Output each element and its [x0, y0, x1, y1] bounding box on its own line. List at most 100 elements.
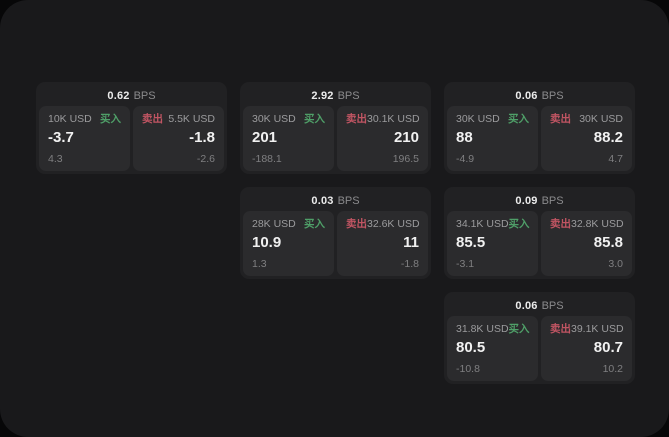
sell-sub-value: -2.6	[196, 153, 215, 165]
sell-tile[interactable]: 卖出 30.1K USD 210 196.5	[337, 106, 428, 171]
buy-sub-value: 4.3	[48, 153, 63, 165]
bps-unit: BPS	[337, 194, 360, 207]
sell-price: 85.8	[593, 234, 623, 251]
buy-tile[interactable]: 30K USD 买入 88 -4.9	[447, 106, 538, 171]
bps-value: 0.06	[515, 89, 538, 102]
bps-value: 0.09	[515, 194, 538, 207]
sell-sub-value: -1.8	[400, 258, 419, 270]
quote-card-grid: 0.62 BPS 10K USD 买入 -3.7 4.3 卖出 5.5K USD	[36, 82, 635, 384]
bps-value: 0.06	[515, 299, 538, 312]
quote-card: 0.03 BPS 28K USD 买入 10.9 1.3 卖出 32.6K US…	[240, 187, 431, 279]
sell-label: 卖出	[142, 113, 163, 125]
buy-tile[interactable]: 34.1K USD 买入 85.5 -3.1	[447, 211, 538, 276]
sell-label: 卖出	[550, 113, 571, 125]
bps-header: 0.06 BPS	[447, 295, 632, 316]
buy-amount: 28K USD	[252, 218, 296, 230]
sell-price: 210	[393, 129, 419, 146]
buy-amount: 30K USD	[456, 113, 500, 125]
buy-sub-value: -10.8	[456, 363, 480, 375]
buy-sub-value: 1.3	[252, 258, 267, 270]
sell-tile-header: 卖出 30K USD	[550, 113, 623, 125]
buy-tile-header: 34.1K USD 买入	[456, 218, 530, 230]
buy-sub-value: -4.9	[456, 153, 475, 165]
bps-header: 0.06 BPS	[447, 85, 632, 106]
buy-sub-value: -188.1	[252, 153, 282, 165]
sell-tile-header: 卖出 32.8K USD	[550, 218, 624, 230]
sell-tile[interactable]: 卖出 32.6K USD 11 -1.8	[337, 211, 428, 276]
sell-tile[interactable]: 卖出 32.8K USD 85.8 3.0	[541, 211, 632, 276]
quote-card-body: 28K USD 买入 10.9 1.3 卖出 32.6K USD 11 -1.8	[243, 211, 428, 276]
sell-tile[interactable]: 卖出 30K USD 88.2 4.7	[541, 106, 632, 171]
buy-tile-header: 31.8K USD 买入	[456, 323, 530, 335]
bps-header: 2.92 BPS	[243, 85, 428, 106]
buy-tile[interactable]: 31.8K USD 买入 80.5 -10.8	[447, 316, 538, 381]
buy-label: 买入	[304, 218, 325, 230]
sell-tile-header: 卖出 30.1K USD	[346, 113, 420, 125]
quote-card-body: 34.1K USD 买入 85.5 -3.1 卖出 32.8K USD 85.8…	[447, 211, 632, 276]
quote-card: 0.09 BPS 34.1K USD 买入 85.5 -3.1 卖出 32.8K…	[444, 187, 635, 279]
bps-value: 2.92	[311, 89, 334, 102]
quote-card: 0.06 BPS 30K USD 买入 88 -4.9 卖出 30K USD	[444, 82, 635, 174]
buy-amount: 10K USD	[48, 113, 92, 125]
buy-tile-header: 30K USD 买入	[456, 113, 529, 125]
sell-price: 88.2	[593, 129, 623, 146]
bps-unit: BPS	[541, 89, 564, 102]
sell-price: 11	[403, 234, 419, 251]
bps-header: 0.62 BPS	[39, 85, 224, 106]
bps-unit: BPS	[133, 89, 156, 102]
bps-unit: BPS	[541, 194, 564, 207]
quote-card: 0.06 BPS 31.8K USD 买入 80.5 -10.8 卖出 39.1…	[444, 292, 635, 384]
buy-price: 201	[252, 129, 278, 146]
buy-sub-value: -3.1	[456, 258, 475, 270]
sell-amount: 30.1K USD	[367, 113, 420, 125]
sell-label: 卖出	[346, 113, 367, 125]
buy-tile-header: 10K USD 买入	[48, 113, 121, 125]
quote-card: 2.92 BPS 30K USD 买入 201 -188.1 卖出 30.1K …	[240, 82, 431, 174]
sell-tile-header: 卖出 39.1K USD	[550, 323, 624, 335]
sell-sub-value: 4.7	[608, 153, 623, 165]
bps-value: 0.62	[107, 89, 130, 102]
buy-price: 80.5	[456, 339, 486, 356]
buy-label: 买入	[508, 218, 530, 230]
bps-unit: BPS	[337, 89, 360, 102]
buy-label: 买入	[508, 323, 530, 335]
sell-amount: 32.8K USD	[571, 218, 624, 230]
bps-unit: BPS	[541, 299, 564, 312]
buy-tile-header: 28K USD 买入	[252, 218, 325, 230]
buy-price: -3.7	[48, 129, 74, 146]
sell-sub-value: 3.0	[608, 258, 623, 270]
sell-tile-header: 卖出 32.6K USD	[346, 218, 420, 230]
sell-amount: 30K USD	[579, 113, 623, 125]
buy-label: 买入	[100, 113, 121, 125]
buy-tile[interactable]: 10K USD 买入 -3.7 4.3	[39, 106, 130, 171]
buy-price: 85.5	[456, 234, 486, 251]
sell-tile[interactable]: 卖出 39.1K USD 80.7 10.2	[541, 316, 632, 381]
sell-sub-value: 196.5	[392, 153, 419, 165]
bps-header: 0.03 BPS	[243, 190, 428, 211]
sell-label: 卖出	[346, 218, 367, 230]
sell-amount: 39.1K USD	[571, 323, 624, 335]
sell-label: 卖出	[550, 218, 571, 230]
sell-amount: 5.5K USD	[168, 113, 215, 125]
sell-amount: 32.6K USD	[367, 218, 420, 230]
bps-value: 0.03	[311, 194, 334, 207]
quote-card: 0.62 BPS 10K USD 买入 -3.7 4.3 卖出 5.5K USD	[36, 82, 227, 174]
sell-tile-header: 卖出 5.5K USD	[142, 113, 215, 125]
buy-amount: 30K USD	[252, 113, 296, 125]
buy-tile[interactable]: 30K USD 买入 201 -188.1	[243, 106, 334, 171]
buy-tile[interactable]: 28K USD 买入 10.9 1.3	[243, 211, 334, 276]
quote-card-body: 30K USD 买入 88 -4.9 卖出 30K USD 88.2 4.7	[447, 106, 632, 171]
sell-price: 80.7	[593, 339, 623, 356]
sell-price: -1.8	[189, 129, 215, 146]
quote-card-body: 30K USD 买入 201 -188.1 卖出 30.1K USD 210 1…	[243, 106, 428, 171]
buy-price: 10.9	[252, 234, 282, 251]
buy-price: 88	[456, 129, 473, 146]
buy-label: 买入	[508, 113, 529, 125]
buy-label: 买入	[304, 113, 325, 125]
sell-label: 卖出	[550, 323, 571, 335]
quote-card-body: 10K USD 买入 -3.7 4.3 卖出 5.5K USD -1.8 -2.…	[39, 106, 224, 171]
buy-amount: 31.8K USD	[456, 323, 509, 335]
sell-tile[interactable]: 卖出 5.5K USD -1.8 -2.6	[133, 106, 224, 171]
bps-header: 0.09 BPS	[447, 190, 632, 211]
